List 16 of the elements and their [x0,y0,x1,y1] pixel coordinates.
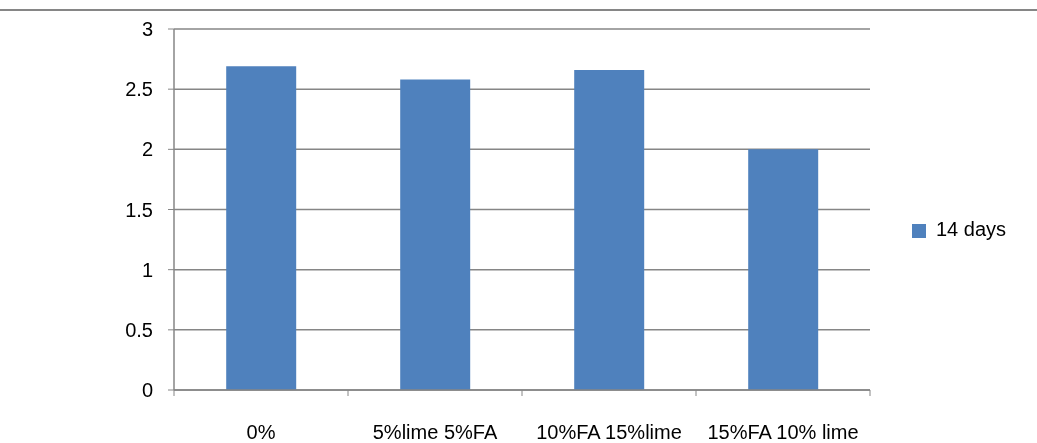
x-tick-label: 15%FA 10% lime [707,421,859,443]
bar [226,66,297,390]
y-tick-label: 1.5 [125,198,153,221]
bar [574,69,645,390]
y-tick-label: 2 [141,138,153,161]
x-tick-label: 0% [246,421,276,443]
x-tick-label: 10%FA 15%lime [536,421,682,443]
y-tick-label: 2.5 [125,78,153,101]
legend-label: 14 days [936,218,1007,240]
x-tick-label: 5%lime 5%FA [372,421,498,443]
bar [400,79,471,390]
y-tick-label: 1 [141,258,153,281]
bar [748,149,819,390]
y-tick-label: 0.5 [125,318,153,341]
y-tick-label: 3 [141,18,153,41]
y-tick-label: 0 [141,379,153,402]
